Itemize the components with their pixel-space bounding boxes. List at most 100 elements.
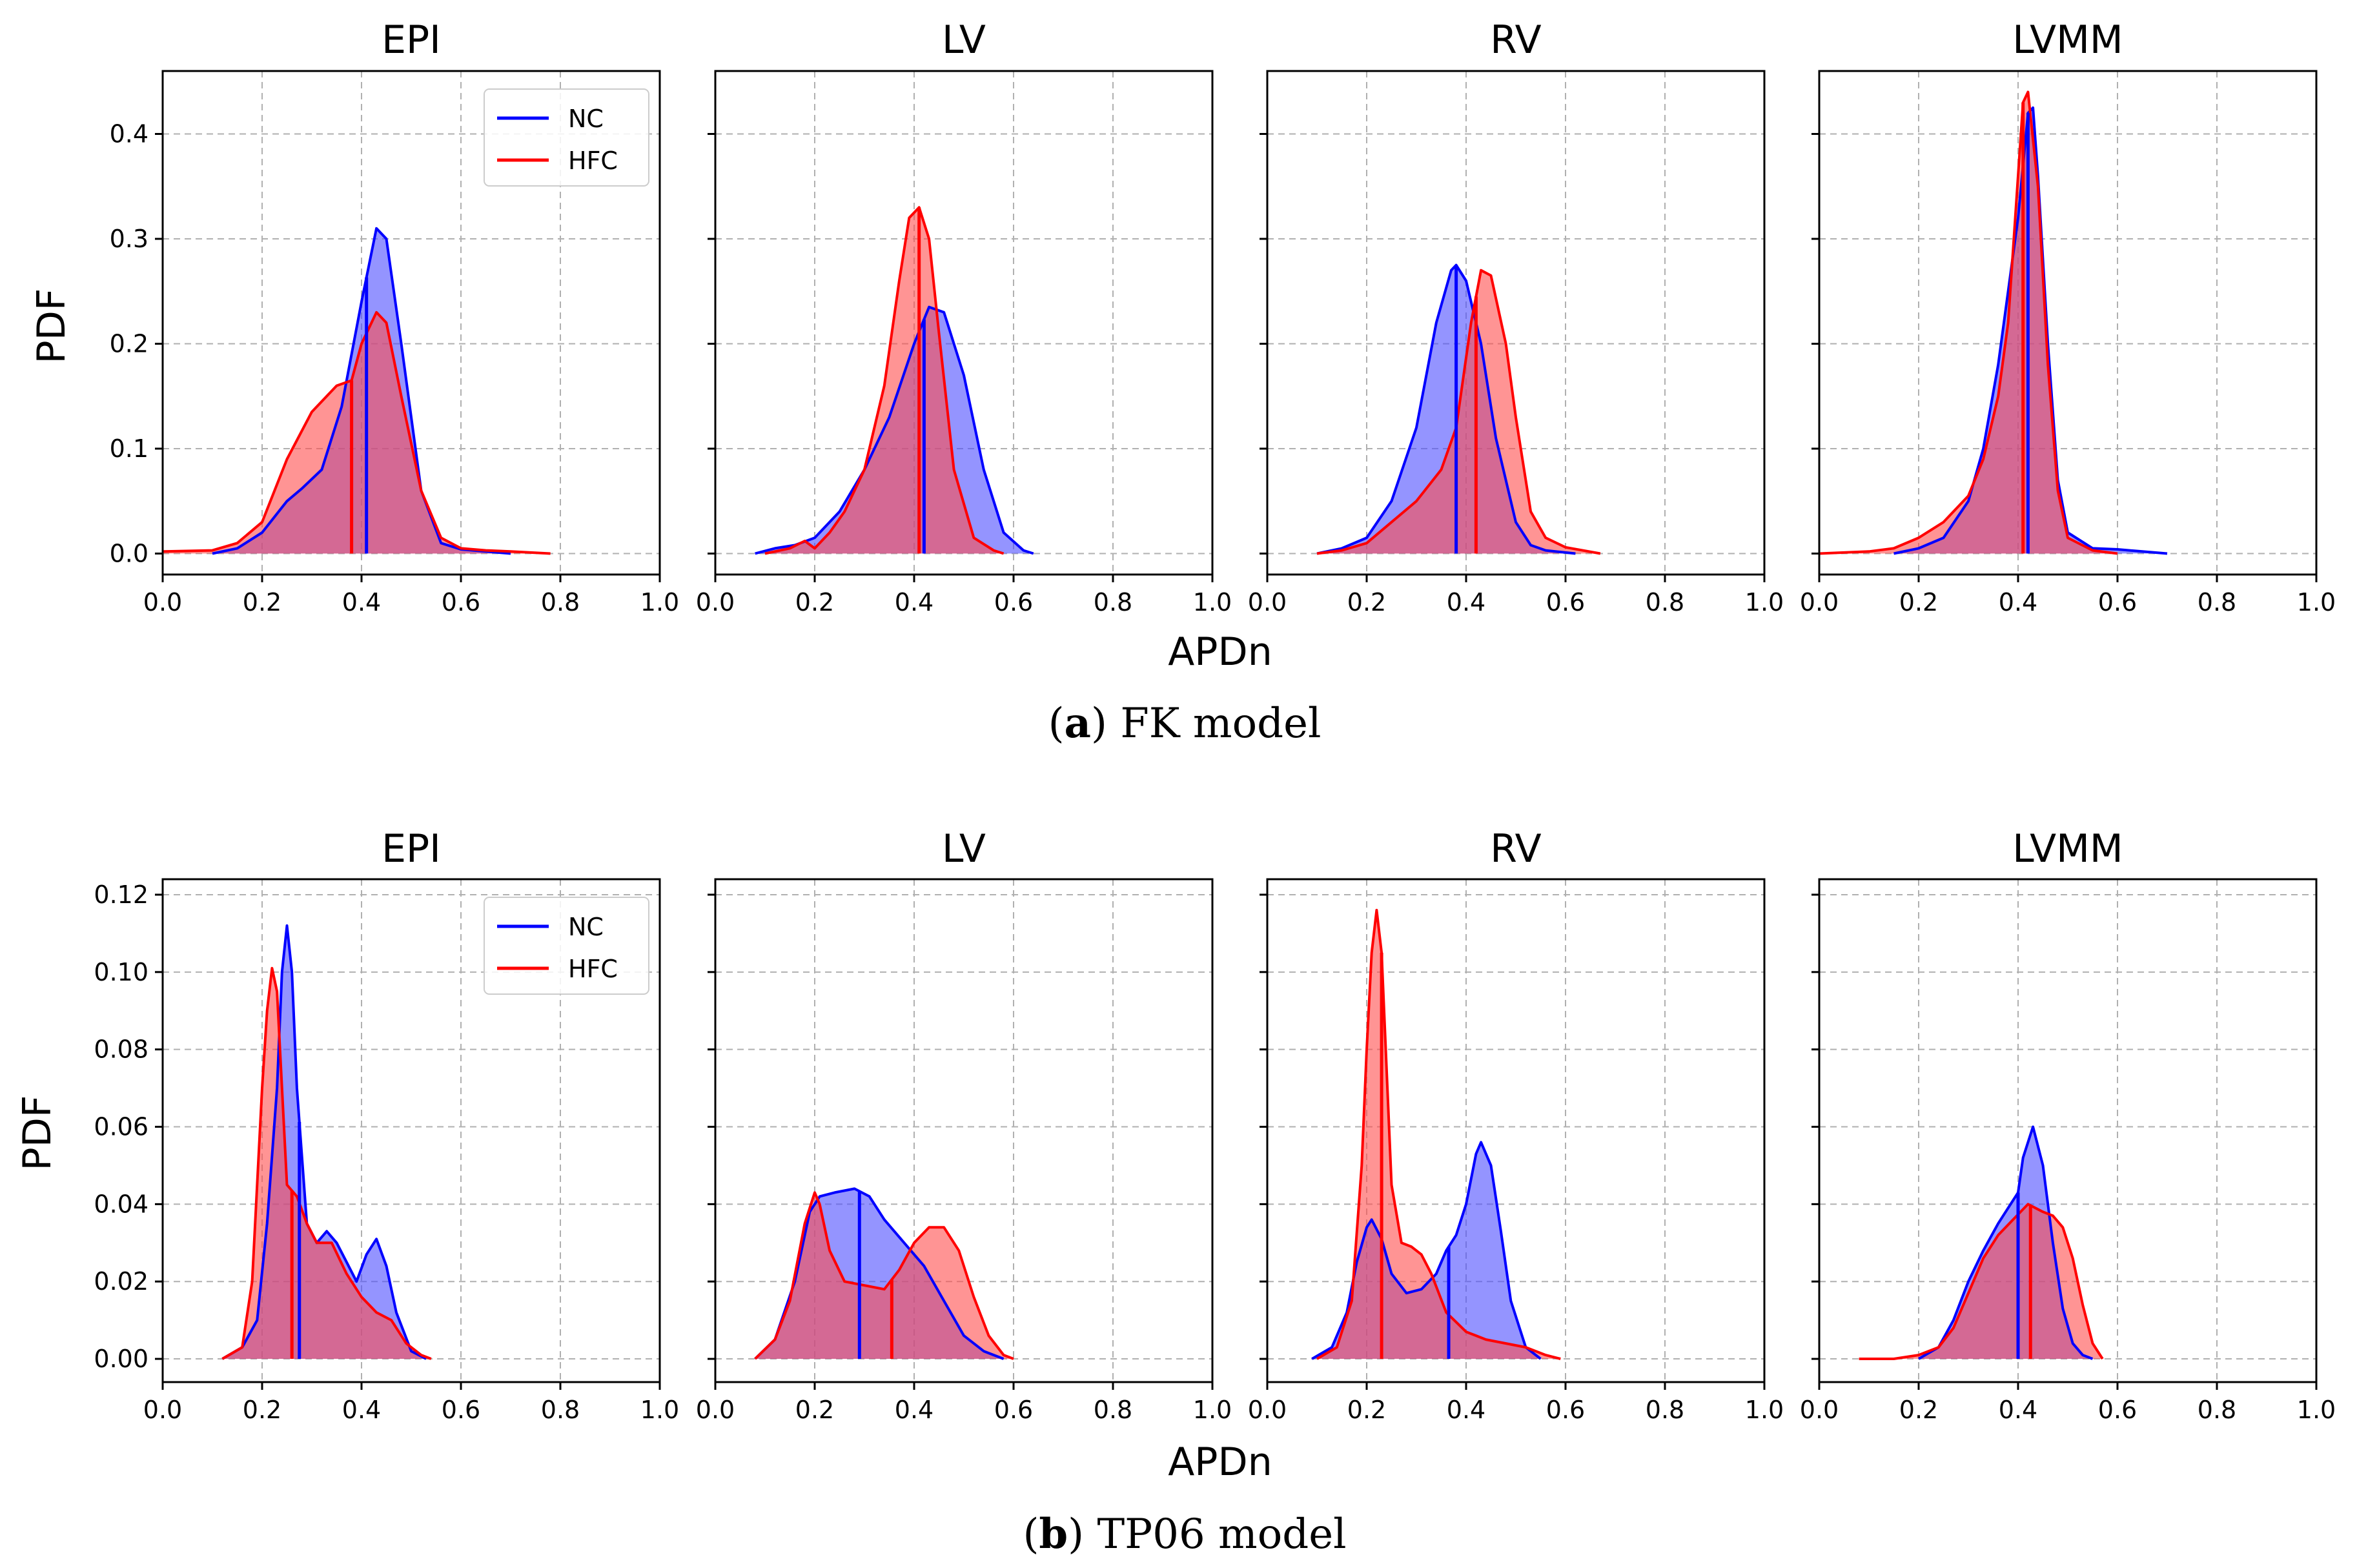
x-tick-label: 0.6 — [1546, 588, 1585, 616]
x-tick-label: 0.4 — [1999, 1396, 2037, 1424]
series-nc-line — [212, 227, 511, 555]
x-tick-label: 0.2 — [1899, 588, 1938, 616]
legend: NC HFC — [484, 897, 649, 995]
panel-title: RV — [1490, 17, 1541, 63]
x-tick-label: 0.2 — [1347, 1396, 1386, 1424]
x-tick-label: 0.0 — [696, 588, 735, 616]
y-axis-label-fk: PDF — [29, 289, 74, 364]
x-tick-label: 0.8 — [1094, 588, 1132, 616]
panel-title: LVMM — [2012, 826, 2123, 871]
x-tick-label: 0.8 — [1646, 588, 1684, 616]
x-tick-label: 0.6 — [994, 1396, 1033, 1424]
x-tick-label: 0.8 — [541, 588, 580, 616]
x-tick-label: 0.4 — [1999, 588, 2037, 616]
plot-frame — [1266, 878, 1766, 1383]
panel-title: EPI — [382, 826, 441, 871]
x-tick-label: 0.8 — [2198, 588, 2236, 616]
x-tick-label: 0.6 — [442, 1396, 480, 1424]
plot-frame — [161, 70, 661, 576]
x-tick-label: 1.0 — [1745, 588, 1784, 616]
series-hfc-area — [1819, 92, 2117, 554]
panel-rv: 0.0 0.2 0.4 0.6 0.8 1.0 RV — [1248, 17, 1784, 616]
series-nc-line — [1311, 1141, 1542, 1360]
plot-frame — [1818, 70, 2318, 576]
y-tick-label: 0.06 — [94, 1113, 148, 1141]
caption-tp06-text: ) TP06 model — [1068, 1511, 1346, 1558]
panel-title: RV — [1490, 826, 1541, 871]
series-nc-line — [1316, 263, 1576, 555]
legend: NC HFC — [484, 88, 649, 187]
series-hfc-line — [1316, 269, 1601, 555]
x-tick-label: 0.8 — [541, 1396, 580, 1424]
x-tick-label: 0.0 — [143, 588, 182, 616]
series-hfc-line — [162, 311, 551, 555]
plot-background — [1267, 879, 1764, 1382]
x-tick-label: 0.6 — [2098, 588, 2137, 616]
x-tick-label: 1.0 — [1745, 1396, 1784, 1424]
panel-lv: 0.0 0.2 0.4 0.6 0.8 1.0 LV — [696, 17, 1232, 616]
x-axis-label-fk: APDn — [1168, 629, 1272, 675]
x-tick-label: 1.0 — [2297, 588, 2336, 616]
x-axis-label-tp06: APDn — [1168, 1440, 1272, 1485]
x-tick-label: 0.0 — [696, 1396, 735, 1424]
legend-box — [484, 897, 649, 995]
y-axis-label-tp06: PDF — [15, 1095, 60, 1171]
y-tick-label: 0.10 — [94, 958, 148, 986]
legend-hfc-label: HFC — [568, 147, 618, 175]
x-tick-label: 0.4 — [342, 588, 381, 616]
caption-fk: (a) FK model — [1048, 699, 1321, 748]
panel-title: LVMM — [2012, 17, 2123, 63]
caption-tp06: (b) TP06 model — [1023, 1510, 1346, 1558]
x-tick-label: 0.4 — [1447, 588, 1485, 616]
series-hfc-line — [1859, 1203, 2104, 1360]
x-tick-label: 0.2 — [243, 1396, 281, 1424]
x-tick-label: 0.0 — [1800, 1396, 1839, 1424]
series-hfc-line — [1819, 90, 2118, 555]
x-tick-label: 0.0 — [1800, 588, 1839, 616]
x-tick-label: 0.6 — [2098, 1396, 2137, 1424]
plot-frame — [714, 70, 1214, 576]
panel-lvmm: 0.0 0.2 0.4 0.6 0.8 1.0 LVMM — [1800, 826, 2336, 1424]
y-tick-label: 0.08 — [94, 1035, 148, 1064]
series-hfc-area — [1317, 910, 1561, 1359]
series-hfc-area — [1859, 1204, 2103, 1359]
y-tick-label: 0.3 — [110, 225, 148, 253]
y-tick-label: 0.00 — [94, 1345, 148, 1373]
x-tick-label: 0.4 — [1447, 1396, 1485, 1424]
x-tick-label: 0.6 — [994, 588, 1033, 616]
y-tick-label: 0.4 — [110, 120, 148, 148]
panel-title: LV — [942, 17, 986, 63]
legend-nc-label: NC — [568, 105, 604, 133]
y-tick-label: 0.12 — [94, 881, 148, 909]
x-tick-label: 0.6 — [1546, 1396, 1585, 1424]
panel-epi: 0.0 0.2 0.4 0.6 0.8 1.0 0.00 0.02 0.04 0.06 0.08 0.… — [94, 826, 679, 1424]
series-hfc-area — [163, 312, 551, 554]
x-tick-label: 0.2 — [795, 1396, 834, 1424]
panel-lvmm: 0.0 0.2 0.4 0.6 0.8 1.0 LVMM — [1800, 17, 2336, 616]
series-nc-line — [754, 1187, 1005, 1360]
legend-hfc-label: HFC — [568, 955, 618, 983]
plot-frame — [714, 878, 1214, 1383]
series-hfc-area — [755, 1192, 1014, 1359]
x-tick-label: 1.0 — [1193, 588, 1232, 616]
y-tick-label: 0.1 — [110, 434, 148, 463]
fk-model-row: 0.0 0.2 0.4 0.6 0.8 1.0 0.0 0.1 0.2 0.3 0.4 EPI NC HF… — [110, 17, 2336, 616]
x-tick-label: 0.6 — [442, 588, 480, 616]
x-tick-label: 1.0 — [640, 588, 679, 616]
legend-box — [484, 88, 649, 187]
x-tick-label: 0.0 — [1248, 1396, 1287, 1424]
x-tick-label: 0.2 — [1347, 588, 1386, 616]
plot-frame — [1818, 878, 2318, 1383]
plot-background — [1819, 71, 2316, 575]
y-tick-label: 0.02 — [94, 1267, 148, 1296]
x-tick-label: 0.8 — [1094, 1396, 1132, 1424]
x-tick-label: 0.2 — [243, 588, 281, 616]
caption-fk-letter: a — [1065, 699, 1091, 748]
panel-title: EPI — [382, 17, 441, 63]
panel-epi: 0.0 0.2 0.4 0.6 0.8 1.0 0.0 0.1 0.2 0.3 0.4 EPI NC HF… — [110, 17, 680, 616]
series-nc-line — [1917, 1125, 2094, 1360]
plot-frame — [161, 878, 661, 1383]
y-tick-label: 0.04 — [94, 1190, 148, 1218]
x-tick-label: 0.8 — [2198, 1396, 2236, 1424]
